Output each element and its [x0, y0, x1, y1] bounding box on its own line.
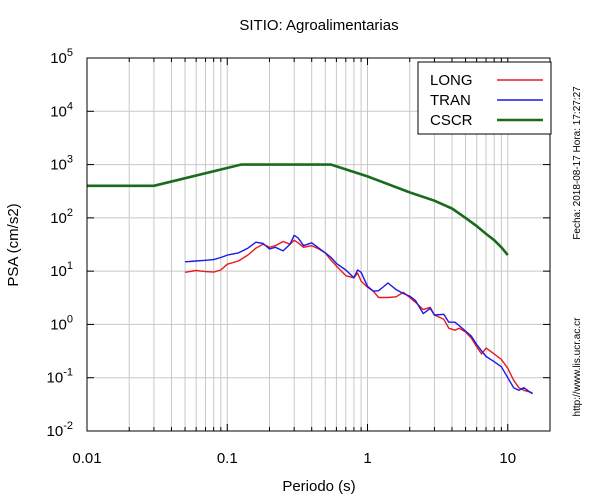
legend-label-cscr: CSCR — [430, 112, 473, 129]
grid — [86, 58, 551, 431]
x-tick-label: 0.1 — [217, 450, 238, 467]
legend: LONG TRAN CSCR — [417, 61, 552, 135]
x-tick-label: 1 — [363, 450, 371, 467]
y-tick-label: 104 — [50, 100, 73, 120]
series-line-cscr — [87, 163, 509, 256]
y-tick-base: 10 — [50, 210, 67, 227]
x-tick-label: 0.01 — [72, 450, 101, 467]
legend-label-long: LONG — [430, 72, 473, 89]
y-tick-exponent: -1 — [63, 367, 73, 379]
y-tick-exponent: 5 — [67, 47, 73, 59]
y-tick-exponent: 3 — [67, 154, 73, 166]
y-tick-label: 103 — [50, 154, 73, 174]
y-tick-exponent: 4 — [67, 100, 73, 112]
y-tick-base: 10 — [50, 103, 67, 120]
y-tick-base: 10 — [47, 370, 64, 387]
date-time-stamp: Fecha: 2018-08-17 Hora: 17:27:27 — [572, 86, 583, 240]
legend-label-tran: TRAN — [430, 92, 471, 109]
plot-frame — [86, 57, 551, 432]
y-tick-exponent: 0 — [67, 313, 73, 325]
y-tick-exponent: 1 — [67, 260, 73, 272]
x-axis-label: Periodo (s) — [282, 478, 355, 495]
chart-title: SITIO: Agroalimentarias — [239, 17, 398, 34]
series-line-long — [184, 239, 533, 394]
y-tick-base: 10 — [50, 157, 67, 174]
y-tick-label: 100 — [50, 313, 73, 333]
y-axis-label: PSA (cm/s2) — [5, 203, 22, 286]
y-tick-label: 10-1 — [47, 367, 73, 387]
y-tick-label: 10-2 — [47, 420, 73, 440]
y-tick-base: 10 — [50, 50, 67, 67]
legend-box — [417, 61, 552, 135]
y-tick-base: 10 — [50, 316, 67, 333]
y-tick-exponent: -2 — [63, 420, 73, 432]
y-tick-exponent: 2 — [67, 207, 73, 219]
y-tick-base: 10 — [50, 263, 67, 280]
series-layer — [87, 163, 533, 395]
y-tick-base: 10 — [47, 423, 64, 440]
y-tick-label: 101 — [50, 260, 73, 280]
x-tick-label: 10 — [499, 450, 516, 467]
y-tick-label: 102 — [50, 207, 73, 227]
source-url: http://www.lis.ucr.ac.cr — [572, 317, 583, 417]
series-line-tran — [184, 234, 533, 395]
y-tick-label: 105 — [50, 47, 73, 67]
